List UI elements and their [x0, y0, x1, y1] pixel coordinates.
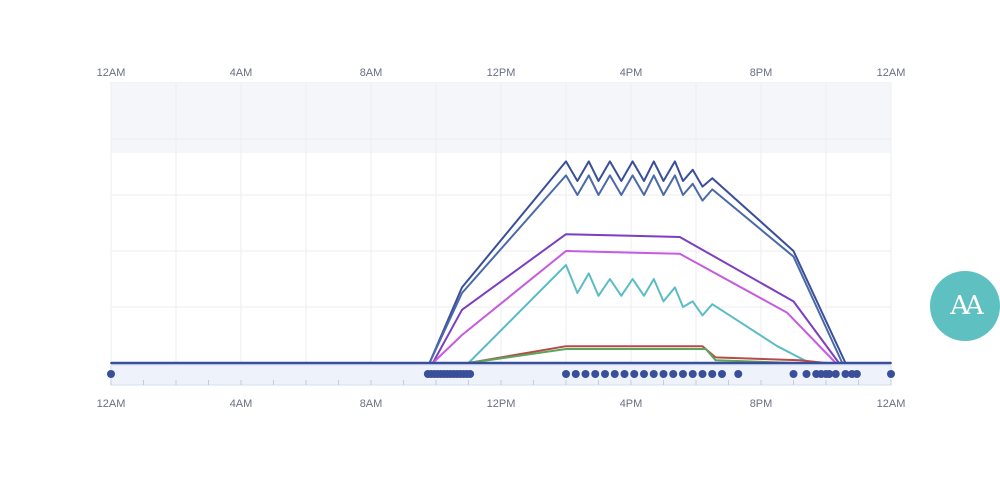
- event-marker: [688, 370, 697, 378]
- event-marker: [831, 370, 840, 378]
- event-marker: [630, 370, 639, 378]
- event-marker: [698, 370, 707, 378]
- event-marker: [466, 370, 475, 378]
- event-marker: [789, 370, 798, 378]
- x-tick-label-bottom: 12AM: [877, 398, 906, 410]
- x-tick-label-bottom: 8AM: [360, 398, 383, 410]
- event-marker: [669, 370, 678, 378]
- x-tick-label-top: 8PM: [750, 67, 773, 79]
- event-marker: [679, 370, 687, 378]
- x-tick-label-bottom: 4AM: [230, 398, 253, 410]
- x-tick-label-bottom: 4PM: [620, 398, 643, 410]
- x-tick-label-top: 12AM: [97, 67, 126, 79]
- event-marker: [734, 370, 743, 378]
- event-marker: [718, 370, 726, 378]
- series-line-5: [110, 264, 892, 364]
- series-line-4: [110, 250, 892, 364]
- series-line-2: [110, 174, 892, 364]
- x-tick-label-top: 8AM: [360, 67, 383, 79]
- event-marker: [887, 370, 895, 378]
- event-marker: [852, 370, 861, 378]
- event-marker: [649, 370, 658, 378]
- event-marker: [708, 370, 717, 378]
- event-marker: [610, 370, 619, 378]
- x-tick-label-bottom: 12PM: [487, 398, 516, 410]
- event-marker: [825, 370, 834, 378]
- event-marker: [841, 370, 850, 378]
- series-line-1: [110, 160, 892, 364]
- x-tick-label-bottom: 8PM: [750, 398, 773, 410]
- x-tick-label-top: 4PM: [620, 67, 643, 79]
- event-marker: [107, 370, 115, 378]
- event-marker: [802, 370, 811, 378]
- event-marker: [571, 370, 580, 378]
- x-tick-label-bottom: 12AM: [97, 398, 126, 410]
- x-tick-label-top: 4AM: [230, 67, 253, 79]
- x-tick-label-top: 12AM: [877, 67, 906, 79]
- x-tick-label-top: 12PM: [487, 67, 516, 79]
- event-marker: [620, 370, 629, 378]
- event-marker: [581, 370, 590, 378]
- event-marker: [659, 370, 668, 378]
- event-marker: [601, 370, 609, 378]
- series-line-3: [110, 233, 892, 364]
- text-size-button[interactable]: AA: [930, 271, 1000, 341]
- text-size-icon: AA: [950, 291, 984, 321]
- event-marker: [640, 370, 648, 378]
- event-marker: [591, 370, 600, 378]
- event-marker: [562, 370, 570, 378]
